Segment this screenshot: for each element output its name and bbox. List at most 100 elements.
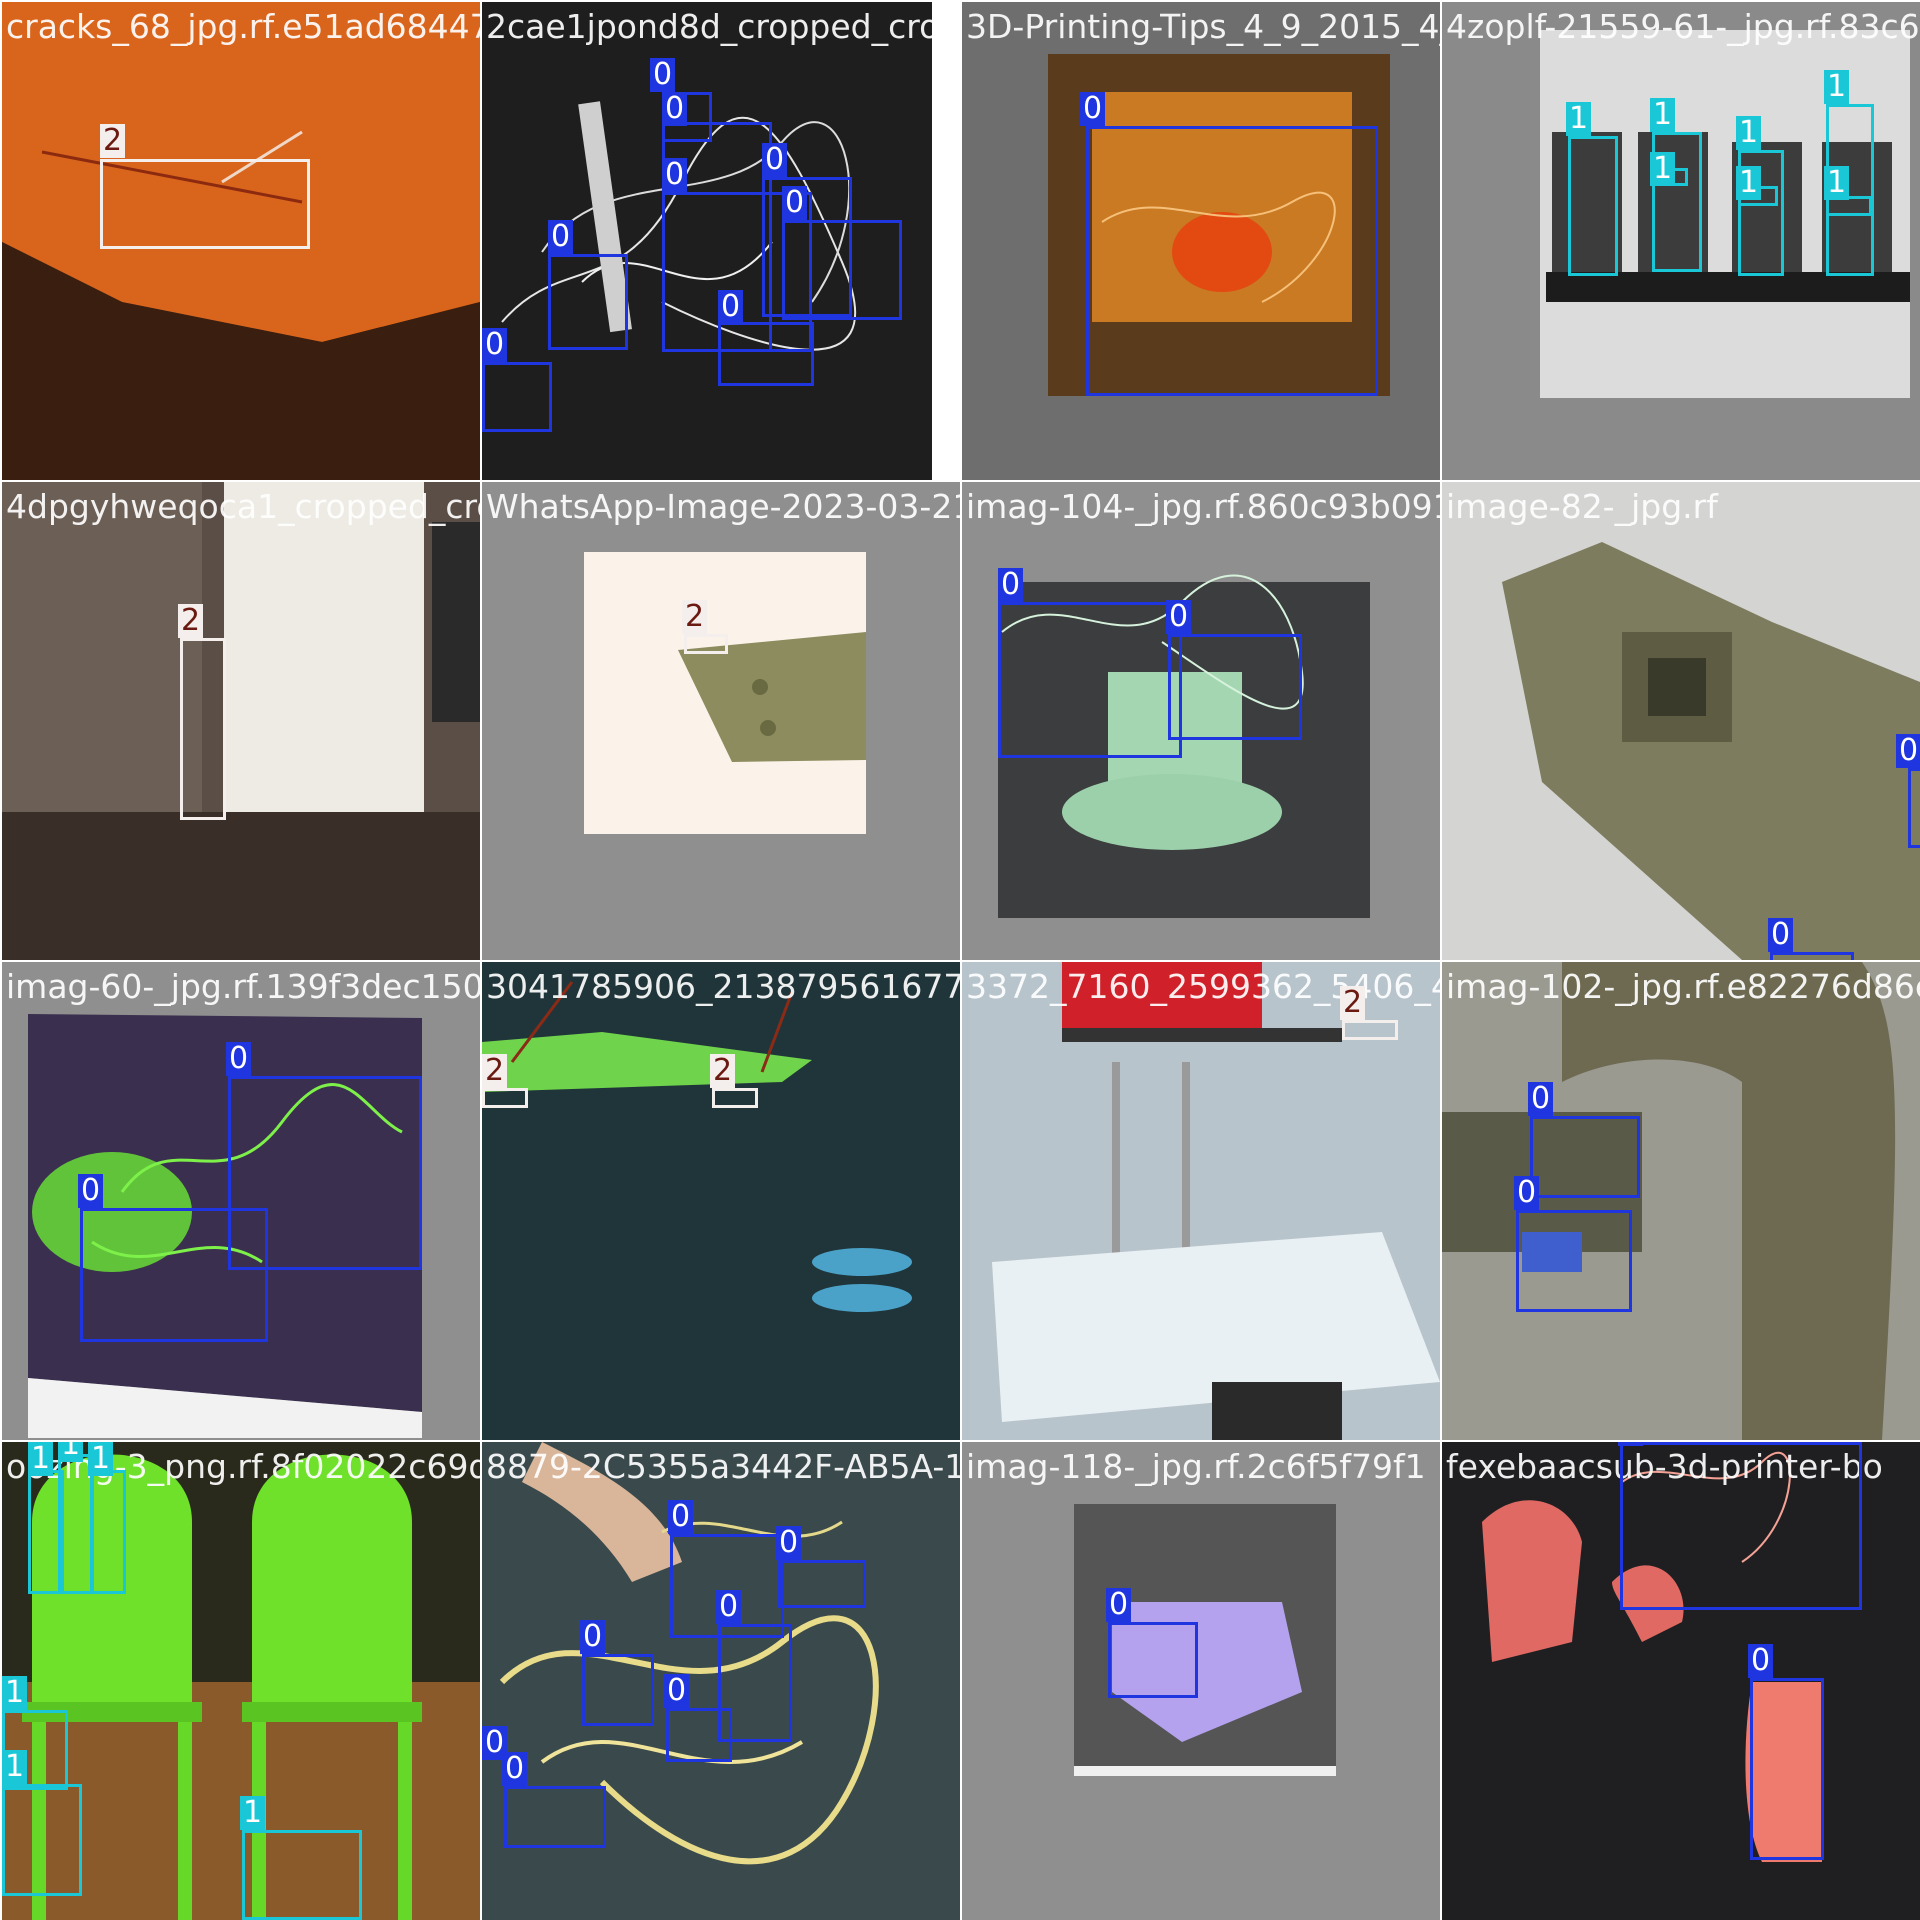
bbox-class-0 [228, 1076, 422, 1270]
bbox-label: 0 [1106, 1588, 1132, 1622]
tile-filename: 4dpgyhweqoca1_cropped_cropped_jpg.rf.44 [6, 487, 480, 526]
bbox-class-1 [1738, 150, 1784, 276]
bbox-class-0 [1108, 1622, 1198, 1698]
bbox-label: 0 [580, 1620, 606, 1654]
tile-2: 2cae1jpond8d_cropped_cropped_png.rf.99 0… [482, 2, 960, 480]
bbox-class-0 [1620, 1442, 1862, 1610]
bbox-class-0 [1086, 126, 1378, 396]
tile-5: 4dpgyhweqoca1_cropped_cropped_jpg.rf.44 … [2, 482, 480, 960]
tile-12: imag-102-_jpg.rf.e82276d86e 0 0 [1442, 962, 1920, 1440]
bbox-label: 1 [1650, 98, 1676, 132]
bbox-label: 0 [548, 220, 574, 254]
bbox-label: 0 [662, 158, 688, 192]
bbox-label: 2 [682, 600, 708, 634]
bbox-label: 0 [1768, 918, 1794, 952]
tile-3: 3D-Printing-Tips_4_9_2015_4_png.rf.31c99… [962, 2, 1440, 480]
bbox-class-1 [242, 1830, 362, 1920]
bbox-class-0 [80, 1208, 268, 1342]
tile-16: fexebaacsub-3d-printer-bo 0 0 [1442, 1442, 1920, 1920]
bbox-class-0 [782, 220, 902, 320]
bbox-label: 1 [58, 1442, 84, 1462]
bbox-class-0 [1750, 1678, 1824, 1860]
bbox-label: 0 [762, 143, 788, 177]
bbox-class-1 [1652, 132, 1702, 272]
bbox-label: 1 [28, 1442, 54, 1476]
bbox-label: 0 [1528, 1082, 1554, 1116]
tile-filename: cracks_68_jpg.rf.e51ad6844785f40fe7f81c [6, 7, 480, 46]
tile-filename: imag-104-_jpg.rf.860c93b0916249c08a477db… [966, 487, 1440, 526]
bbox-label: 0 [664, 1674, 690, 1708]
bbox-label: 1 [1736, 116, 1762, 150]
bbox-label: 0 [226, 1042, 252, 1076]
bbox-label: 1 [88, 1442, 114, 1476]
tile-1: cracks_68_jpg.rf.e51ad6844785f40fe7f81c … [2, 2, 480, 480]
bbox-class-0 [1168, 634, 1302, 740]
bbox-class-0 [718, 322, 814, 386]
bbox-class-0 [762, 177, 852, 317]
bbox-label: 0 [782, 186, 808, 220]
tile-filename: 2cae1jpond8d_cropped_cropped_png.rf.99 [486, 7, 960, 46]
bbox-class-0 [670, 1534, 784, 1638]
bbox-label: 1 [2, 1676, 28, 1710]
photo-orange-cracked-print [2, 2, 480, 480]
tile-9: imag-60-_jpg.rf.139f3dec15061185f55e2138… [2, 962, 480, 1440]
tile-filename: imag-60-_jpg.rf.139f3dec15061185f55e2138… [6, 967, 480, 1006]
bbox-class-0 [582, 1654, 654, 1726]
bbox-class-0 [1530, 1116, 1640, 1198]
bbox-label: 0 [1896, 734, 1920, 768]
bbox-class-2 [684, 634, 728, 654]
bbox-label: 1 [2, 1750, 28, 1784]
tile-14: 8879-2C5355a3442F-AB5A-150A-18FD-13D42 0… [482, 1442, 960, 1920]
photo-white-block-on-wood [2, 482, 480, 960]
photo-green-sheet-blue-parts [482, 962, 960, 1440]
bbox-label: 1 [1736, 166, 1762, 200]
bbox-label: 0 [502, 1752, 528, 1786]
bbox-class-0 [998, 602, 1182, 758]
bbox-label: 0 [1166, 600, 1192, 634]
tile-filename: 3D-Printing-Tips_4_9_2015_4_png.rf.31c99… [966, 7, 1440, 46]
tile-filename: 3372_7160_2599362_5406_4493_2.rf [966, 967, 1440, 1006]
bbox-class-0 [666, 1708, 732, 1762]
bbox-class-2 [180, 638, 226, 820]
bbox-label: 0 [1080, 92, 1106, 126]
photo-stringing-white [482, 2, 960, 480]
bbox-label: 0 [482, 1726, 508, 1760]
bbox-label: 0 [1618, 1442, 1644, 1446]
photo-printer-white-bed [962, 962, 1440, 1440]
photo-lavender-print [962, 1442, 1440, 1920]
tile-filename: 3041785906_2138795616775372_71608_599362… [486, 967, 960, 1006]
bbox-class-2 [100, 159, 310, 249]
tile-filename: 4zoplf-21559-61-_jpg.rf.83c6 [1446, 7, 1920, 46]
bbox-label: 1 [1824, 166, 1850, 200]
photo-hand-yellow-strings [482, 1442, 960, 1920]
bbox-class-1 [90, 1470, 126, 1594]
tile-filename: fexebaacsub-3d-printer-bo [1446, 1447, 1883, 1486]
tile-filename: WhatsApp-Image-2023-03-21-at-09-40-23.rf [486, 487, 960, 526]
tile-4: 4zoplf-21559-61-_jpg.rf.83c6 1 1 1 1 1 1… [1442, 2, 1920, 480]
tile-6: WhatsApp-Image-2023-03-21-at-09-40-23.rf… [482, 482, 960, 960]
bbox-class-0 [778, 1560, 866, 1608]
photo-green-chairs [2, 1442, 480, 1920]
bbox-label: 0 [78, 1174, 104, 1208]
bbox-class-0 [1770, 952, 1854, 960]
bbox-label: 0 [650, 58, 676, 92]
bbox-class-0 [504, 1786, 606, 1848]
photo-olive-print-closeup [1442, 482, 1920, 960]
tile-7: imag-104-_jpg.rf.860c93b0916249c08a477db… [962, 482, 1440, 960]
tile-filename: imag-118-_jpg.rf.2c6f5f79f1 [966, 1447, 1426, 1486]
bbox-label: 2 [178, 604, 204, 638]
bbox-class-0 [548, 254, 628, 350]
tile-13: oozing-3_png.rf.8f02022c69d8 1 1 1 1 1 1 [2, 1442, 480, 1920]
bbox-label: 2 [710, 1054, 736, 1088]
bbox-label: 0 [718, 290, 744, 324]
tile-filename: image-82-_jpg.rf [1446, 487, 1718, 526]
photo-green-part-on-white [482, 482, 960, 960]
bbox-class-2 [1342, 1020, 1398, 1040]
tile-filename: imag-102-_jpg.rf.e82276d86e [1446, 967, 1920, 1006]
tile-11: 3372_7160_2599362_5406_4493_2.rf 2 [962, 962, 1440, 1440]
photo-pink-prints-dark-bed [1442, 1442, 1920, 1920]
bbox-label: 2 [1340, 986, 1366, 1020]
bbox-label: 0 [776, 1526, 802, 1560]
tile-filename: 8879-2C5355a3442F-AB5A-150A-18FD-13D42 [486, 1447, 960, 1486]
